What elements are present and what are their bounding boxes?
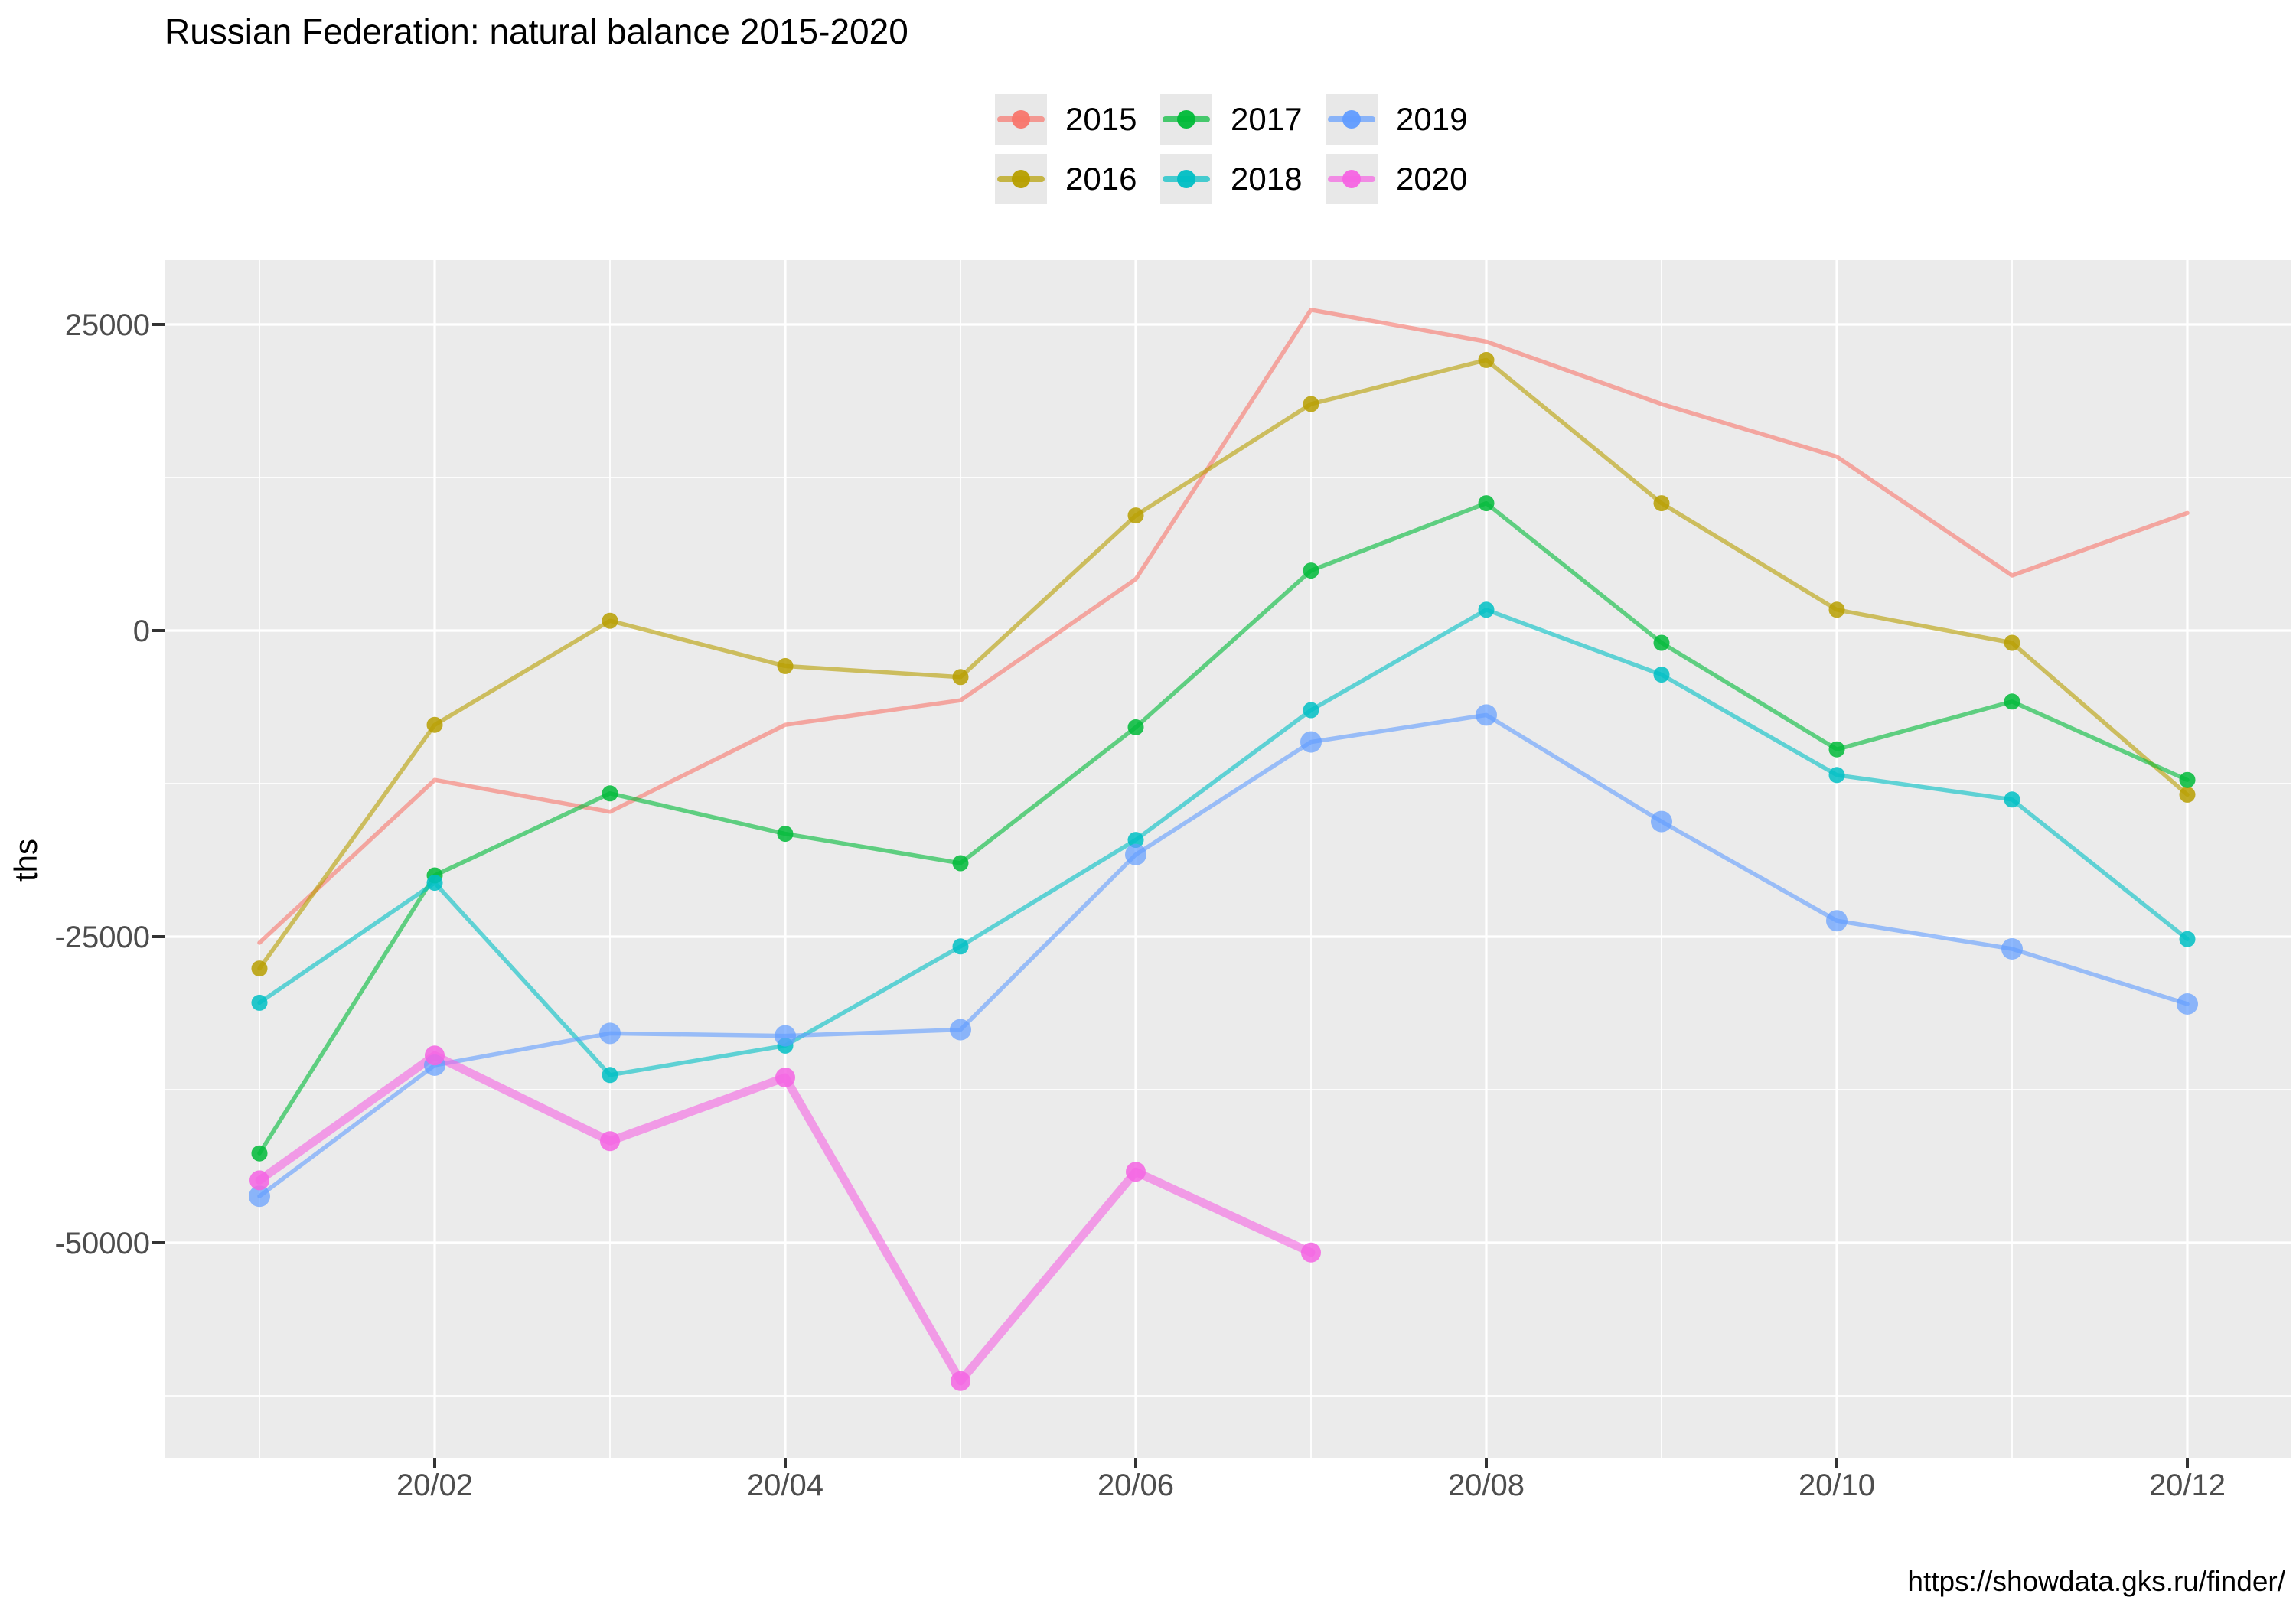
source-url: https://showdata.gks.ru/finder/ bbox=[1907, 1566, 2285, 1597]
y-tick-label: 0 bbox=[133, 614, 150, 648]
legend-label: 2015 bbox=[1065, 101, 1137, 137]
legend-item-2018: 2018 bbox=[1160, 152, 1303, 207]
legend-label: 2019 bbox=[1396, 101, 1468, 137]
legend-label: 2020 bbox=[1396, 161, 1468, 197]
legend-label: 2017 bbox=[1231, 101, 1303, 137]
y-tick-label: -25000 bbox=[54, 921, 150, 954]
x-tick-label: 20/06 bbox=[1097, 1468, 1174, 1502]
legend-key-icon bbox=[995, 154, 1047, 204]
x-tick-label: 20/12 bbox=[2149, 1468, 2226, 1502]
legend-item-2020: 2020 bbox=[1326, 152, 1468, 207]
legend-item-2016: 2016 bbox=[995, 152, 1137, 207]
legend-item-2015: 2015 bbox=[995, 92, 1137, 147]
legend: 2015 2016 2017 2018 2019 2020 bbox=[995, 92, 1468, 207]
legend-item-2017: 2017 bbox=[1160, 92, 1303, 147]
x-tick-label: 20/08 bbox=[1448, 1468, 1525, 1502]
legend-key-icon bbox=[995, 94, 1047, 145]
legend-label: 2016 bbox=[1065, 161, 1137, 197]
legend-item-2019: 2019 bbox=[1326, 92, 1468, 147]
legend-key-icon bbox=[1326, 94, 1378, 145]
x-tick-label: 20/04 bbox=[747, 1468, 823, 1502]
x-tick-label: 20/10 bbox=[1799, 1468, 1875, 1502]
legend-key-icon bbox=[1160, 154, 1212, 204]
chart-title: Russian Federation: natural balance 2015… bbox=[165, 11, 908, 51]
legend-key-icon bbox=[1160, 94, 1212, 145]
legend-key-icon bbox=[1326, 154, 1378, 204]
y-tick-label: 25000 bbox=[65, 308, 150, 342]
x-tick-label: 20/02 bbox=[396, 1468, 473, 1502]
legend-label: 2018 bbox=[1231, 161, 1303, 197]
y-tick-label: -50000 bbox=[54, 1227, 150, 1260]
